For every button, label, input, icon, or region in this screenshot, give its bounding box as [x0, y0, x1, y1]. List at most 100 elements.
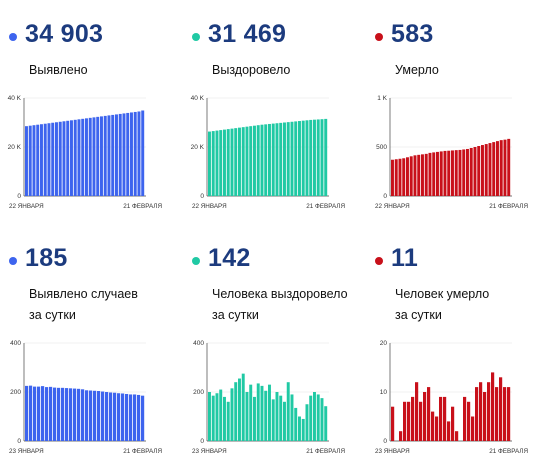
stat-label: Умерло — [395, 63, 439, 77]
bar — [29, 385, 33, 441]
bar — [230, 128, 234, 197]
bar — [208, 392, 211, 441]
x-tick-label-end: 21 ФЕВРАЛЯ — [489, 203, 528, 210]
bar — [454, 150, 458, 196]
bar — [61, 387, 65, 441]
series-dot — [192, 33, 200, 41]
bar — [421, 154, 424, 196]
bar — [32, 125, 36, 196]
bar — [275, 123, 279, 196]
stat-value: 34 903 — [25, 20, 104, 48]
bar — [249, 384, 253, 441]
bar — [219, 130, 223, 196]
bar — [215, 393, 219, 441]
bar — [313, 392, 316, 441]
bar — [234, 128, 238, 196]
bar — [107, 115, 111, 196]
bar — [402, 158, 406, 196]
bar — [113, 392, 117, 441]
bar — [103, 115, 107, 196]
bar — [403, 401, 407, 441]
bar — [234, 382, 238, 441]
chart-recovered-daily: 400 200 0 23 ЯНВАРЯ 21 ФЕВРАЛЯ — [192, 340, 345, 455]
bar — [57, 387, 61, 441]
bar — [25, 126, 28, 196]
bar — [316, 394, 320, 441]
bar — [411, 396, 415, 441]
bar — [58, 121, 62, 196]
bar — [462, 149, 466, 196]
chart-recovered-total: 40 K 20 K 0 22 ЯНВАРЯ 21 ФЕВРАЛЯ — [191, 95, 346, 210]
bar — [491, 372, 495, 441]
bar — [115, 114, 118, 196]
bar — [419, 401, 423, 441]
x-tick-label-start: 23 ЯНВАРЯ — [9, 448, 44, 455]
bar — [105, 392, 109, 441]
bar — [320, 119, 324, 196]
bar — [81, 118, 85, 196]
y-tick-label: 200 — [10, 389, 21, 396]
bar — [283, 122, 286, 196]
bar — [492, 142, 496, 196]
bar — [121, 393, 125, 441]
bar — [499, 377, 503, 441]
bar — [73, 119, 77, 196]
bar — [407, 401, 411, 441]
stat-value: 583 — [391, 20, 434, 48]
bar — [483, 392, 487, 441]
bar — [81, 389, 85, 441]
bar — [137, 394, 141, 441]
stat-label-line2: за сутки — [212, 308, 259, 322]
bar — [85, 390, 89, 441]
bar — [507, 138, 511, 196]
bar — [507, 387, 511, 441]
stat-label: Человека выздоровело — [212, 287, 348, 301]
bar — [137, 111, 141, 196]
bar — [399, 431, 403, 441]
y-tick-label: 500 — [376, 144, 387, 151]
y-tick-label: 10 — [380, 389, 388, 396]
bar — [391, 406, 395, 441]
bar — [271, 399, 275, 441]
bar — [466, 148, 469, 196]
bar — [100, 116, 103, 197]
bar — [37, 386, 41, 441]
series-dot — [375, 33, 383, 41]
bar — [238, 127, 241, 196]
bar — [447, 150, 451, 196]
stat-label: Выздоровело — [212, 63, 291, 77]
bar — [264, 124, 268, 196]
bar — [286, 122, 290, 196]
bar — [245, 126, 249, 196]
bar — [226, 401, 230, 441]
bar — [503, 387, 507, 441]
bar — [256, 383, 260, 441]
bar — [436, 151, 439, 196]
bar — [97, 391, 101, 441]
bar — [286, 382, 290, 441]
bar — [471, 416, 475, 441]
bar — [413, 155, 417, 196]
y-tick-label: 0 — [17, 193, 21, 200]
series-dot — [375, 257, 383, 265]
chart-deaths-total: 1 K 500 0 22 ЯНВАРЯ 21 ФЕВРАЛЯ — [375, 95, 528, 210]
bar — [215, 130, 219, 196]
bar — [55, 122, 58, 196]
y-tick-label: 200 — [193, 389, 204, 396]
series-dot — [9, 33, 17, 41]
bar — [427, 387, 431, 441]
bar — [279, 395, 283, 441]
y-tick-label: 400 — [10, 340, 21, 347]
y-tick-label: 40 K — [191, 95, 205, 102]
bar — [93, 390, 97, 441]
bar — [117, 393, 121, 441]
x-tick-label-start: 23 ЯНВАРЯ — [192, 448, 227, 455]
bar — [271, 123, 275, 196]
bar — [324, 406, 328, 441]
bar — [122, 113, 126, 196]
bar — [394, 159, 398, 196]
bar — [141, 395, 145, 441]
bar — [92, 117, 96, 196]
x-tick-label-start: 22 ЯНВАРЯ — [375, 203, 410, 210]
y-tick-label: 1 K — [377, 95, 387, 102]
